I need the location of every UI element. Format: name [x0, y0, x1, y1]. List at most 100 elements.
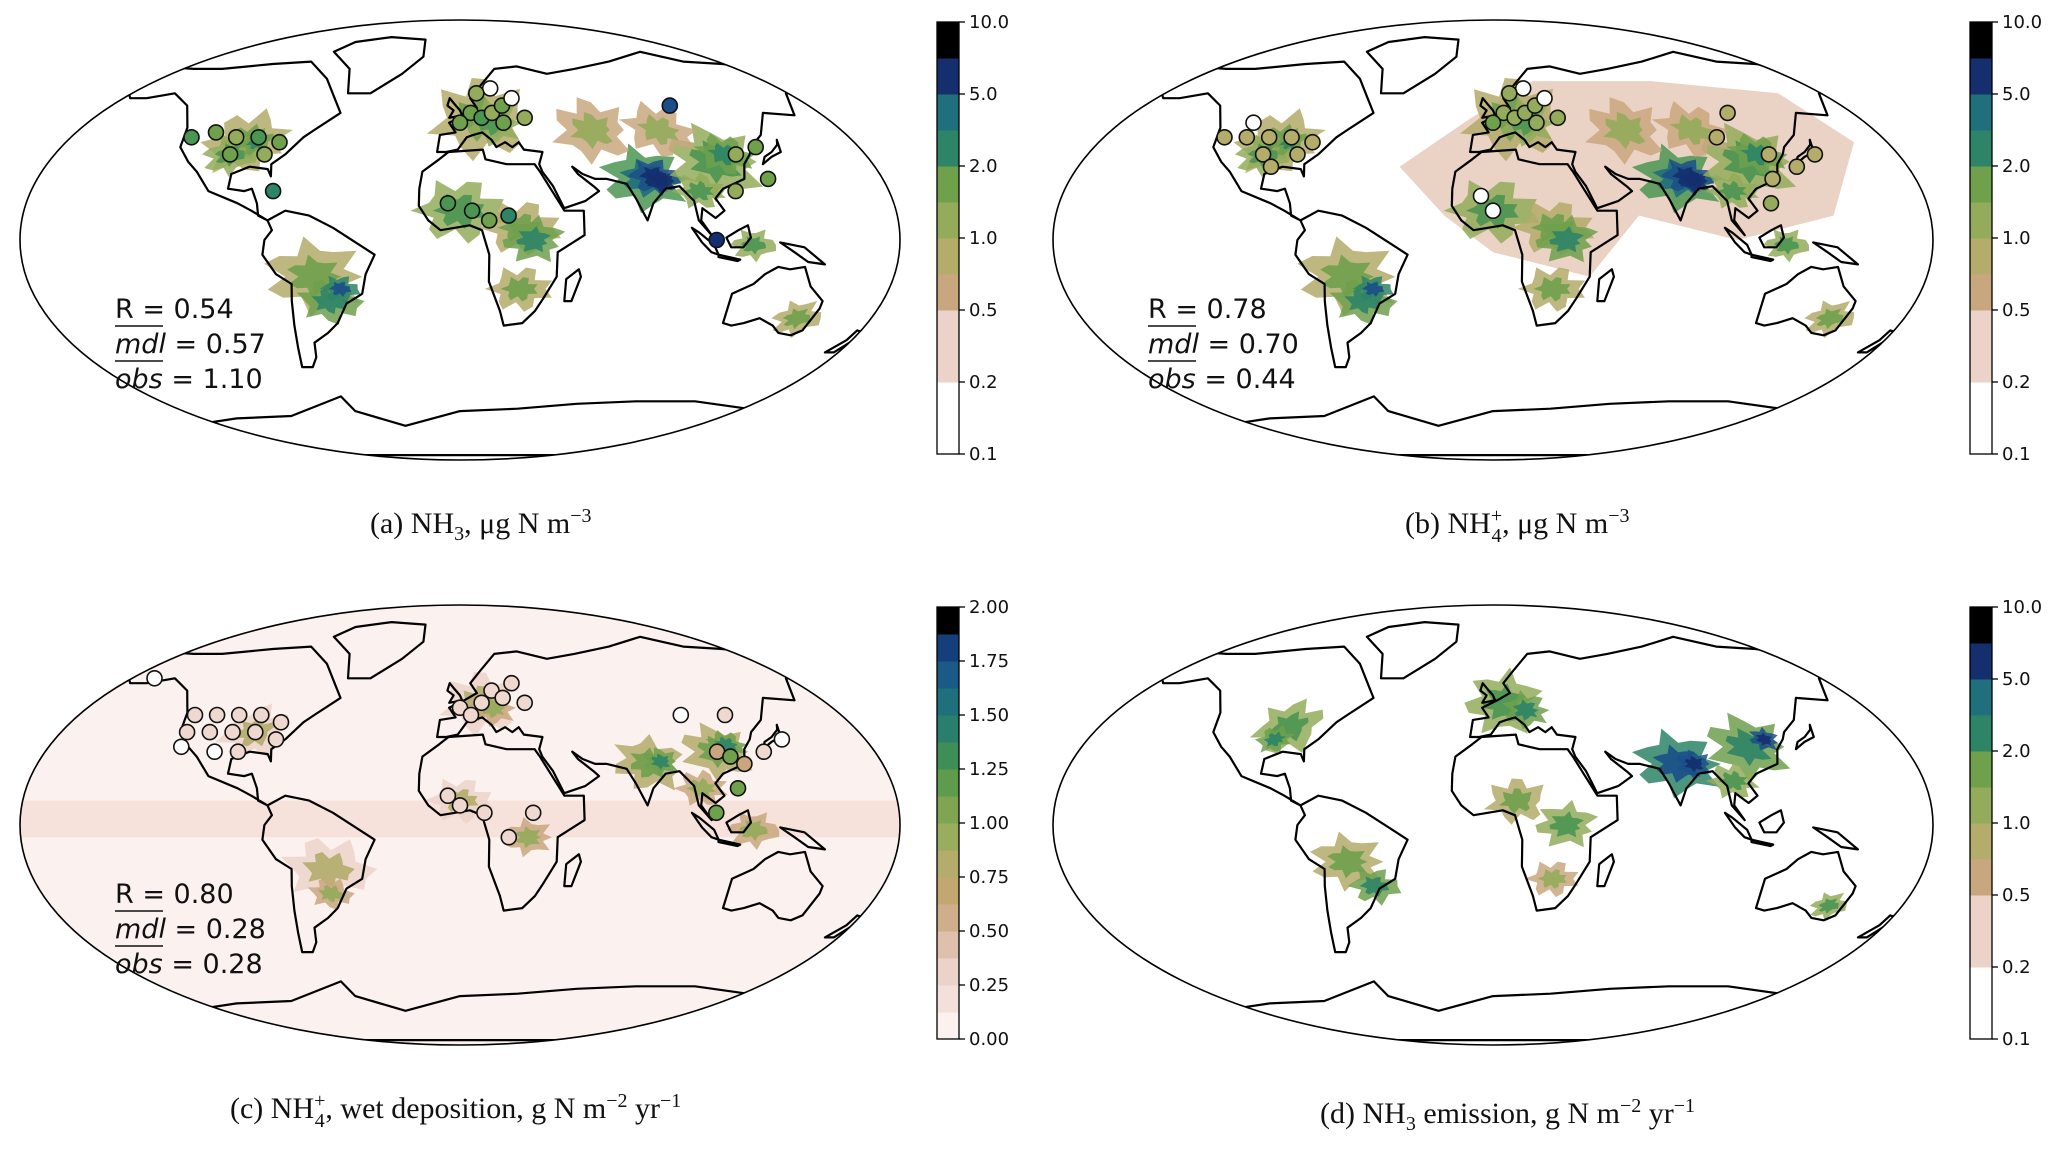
concentration-core — [686, 778, 717, 798]
station-marker — [1788, 158, 1806, 175]
caption-d: (d) NH3 emission, g N m−2 yr−1 — [1320, 1095, 1696, 1135]
colorbar-tick-label: 0.2 — [2002, 957, 2031, 978]
stat-r: R = 0.54 — [115, 294, 234, 325]
colorbar-segment — [1970, 202, 1992, 239]
ocean-fill — [1053, 605, 1933, 1045]
coastline-newguinea — [779, 241, 826, 266]
concentration-core — [1818, 898, 1839, 914]
coastline-newguinea — [1812, 826, 1859, 851]
colorbar-segment — [1970, 859, 1992, 896]
station-marker — [500, 207, 517, 224]
coastline-australia — [721, 265, 824, 337]
colorbar-tick-label: 10.0 — [2002, 597, 2042, 618]
coastline-australia — [1754, 265, 1857, 337]
station-marker — [451, 114, 469, 131]
map-panel-d: 10.0 5.0 2.0 1.0 0.5 0.2 0.1 — [1033, 585, 2066, 1085]
concentration-core — [1327, 845, 1368, 879]
colorbar-segment — [937, 274, 959, 311]
colorbar-segment — [1970, 58, 1992, 95]
colorbar-tick-label: 2.00 — [969, 597, 1009, 618]
map-frame — [1052, 19, 1934, 461]
colorbar-tick-label: 5.0 — [2002, 669, 2031, 690]
colorbar-tick-label: 1.0 — [969, 228, 998, 249]
concentration-core — [1603, 112, 1646, 150]
colorbar-segment — [937, 202, 959, 239]
station-marker — [716, 706, 734, 724]
concentration-core — [636, 114, 680, 145]
station-marker — [439, 195, 457, 212]
station-marker — [672, 706, 690, 724]
colorbar-tick-label: 1.00 — [969, 813, 1009, 834]
station-marker — [1289, 146, 1306, 163]
map-svg-c: R = 0.80 mdl = 0.28 obs = 0.28 2.00 1.75 1.50… — [19, 597, 1009, 1050]
map-frame — [19, 19, 901, 461]
station-marker — [495, 114, 512, 131]
colorbar-segment — [937, 661, 959, 689]
coastline-borneo — [725, 224, 752, 249]
stat-mdl: mdl = 0.28 — [115, 914, 266, 945]
colorbar-segment — [1970, 130, 1992, 167]
coastline-africa — [1450, 733, 1619, 912]
map-svg-d: 10.0 5.0 2.0 1.0 0.5 0.2 0.1 — [1052, 597, 2042, 1050]
caption-b: (b) NH +4, μg N m−3 — [1405, 505, 1630, 548]
colorbar-tick-label: 5.0 — [969, 84, 998, 105]
coastline-africa — [417, 148, 586, 327]
colorbar-segment — [1970, 94, 1992, 131]
caption-a: (a) NH3, μg N m−3 — [370, 505, 592, 545]
station-marker — [186, 706, 204, 724]
colorbar-segment — [1970, 310, 1992, 347]
concentration-core — [329, 281, 352, 297]
station-marker — [230, 706, 248, 724]
colorbar-tick-label: 0.5 — [2002, 885, 2031, 906]
colorbar-segment — [937, 769, 959, 797]
colorbar-segment — [937, 130, 959, 167]
stat-obs: obs = 1.10 — [115, 364, 263, 395]
station-marker — [264, 182, 282, 200]
station-marker — [1762, 195, 1780, 212]
coastline-borneo — [725, 809, 752, 834]
colorbar-segment — [1970, 787, 1992, 824]
concentration-core — [653, 174, 670, 189]
colorbar-segment — [1970, 238, 1992, 275]
colorbar-segment — [937, 382, 959, 419]
station-marker — [1806, 146, 1824, 163]
stat-obs: obs = 0.44 — [1148, 364, 1296, 395]
colorbar-segment — [1970, 22, 1992, 59]
coastline-newguinea — [779, 826, 826, 851]
station-marker — [463, 202, 481, 219]
coastline-greenland — [1365, 36, 1460, 95]
coastline-newguinea — [1812, 241, 1859, 266]
colorbar-tick-label: 0.50 — [969, 921, 1009, 942]
map-frame — [1052, 604, 1934, 1046]
colorbar-tick-label: 10.0 — [969, 12, 1009, 33]
coastline-japan — [761, 138, 782, 166]
station-marker — [729, 780, 747, 797]
colorbar-segment — [1970, 346, 1992, 383]
station-marker — [661, 97, 679, 114]
station-marker — [272, 714, 290, 731]
station-marker — [1304, 133, 1321, 151]
map-panel-c: R = 0.80 mdl = 0.28 obs = 0.28 2.00 1.75 1.50… — [0, 585, 1033, 1085]
colorbar-tick-label: 0.1 — [2002, 444, 2031, 465]
station-marker — [227, 129, 245, 146]
station-marker — [500, 828, 518, 846]
coastline-africa — [417, 733, 586, 912]
coastline-africa — [1450, 148, 1619, 327]
coastline-namerica — [1160, 60, 1375, 222]
colorbar-tick-label: 1.0 — [2002, 813, 2031, 834]
station-marker — [229, 743, 247, 760]
concentration-core — [1549, 226, 1584, 253]
station-marker — [707, 804, 725, 822]
colorbar-segment — [937, 310, 959, 347]
station-marker — [271, 133, 288, 151]
colorbar-tick-label: 2.0 — [2002, 156, 2031, 177]
concentration-core — [1537, 869, 1567, 889]
concentration-core — [1755, 732, 1772, 746]
station-marker — [1514, 80, 1532, 97]
colorbar-segment — [1970, 931, 1992, 968]
station-marker — [473, 694, 490, 712]
concentration-core — [740, 236, 766, 255]
colorbar-segment — [937, 850, 959, 878]
station-marker — [516, 694, 534, 712]
concentration-core — [1359, 876, 1390, 897]
